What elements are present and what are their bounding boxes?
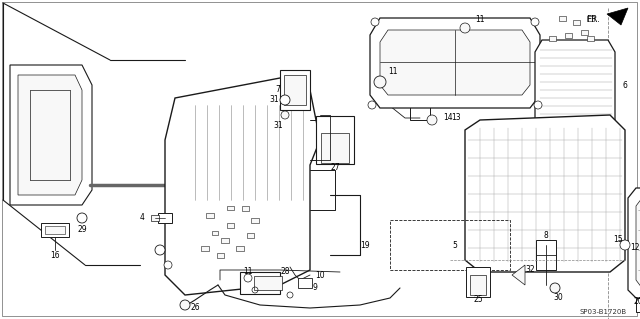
Circle shape xyxy=(550,283,560,293)
Text: 15: 15 xyxy=(613,235,623,244)
Bar xyxy=(466,267,490,297)
Bar xyxy=(390,220,510,270)
Bar xyxy=(151,215,159,221)
Text: 32: 32 xyxy=(525,265,535,275)
Bar xyxy=(298,278,312,288)
Polygon shape xyxy=(512,265,525,285)
Text: 11: 11 xyxy=(476,16,484,25)
Circle shape xyxy=(531,18,539,26)
Text: 19: 19 xyxy=(360,241,370,249)
Text: 8: 8 xyxy=(543,231,548,240)
Text: 27: 27 xyxy=(330,164,340,173)
Text: 11: 11 xyxy=(243,268,253,277)
Text: 7: 7 xyxy=(276,85,280,94)
Circle shape xyxy=(155,245,165,255)
Text: 26: 26 xyxy=(190,303,200,313)
Circle shape xyxy=(368,101,376,109)
Bar xyxy=(201,246,209,250)
Bar xyxy=(470,275,486,295)
Bar xyxy=(251,218,259,222)
Text: 11: 11 xyxy=(388,68,397,77)
Polygon shape xyxy=(535,40,615,130)
Bar xyxy=(580,29,588,34)
Text: 6: 6 xyxy=(623,80,627,90)
Text: 13: 13 xyxy=(451,114,461,122)
Bar xyxy=(316,116,354,164)
Polygon shape xyxy=(628,188,640,298)
Circle shape xyxy=(534,101,542,109)
Bar xyxy=(536,240,556,270)
Bar xyxy=(241,205,248,211)
Text: 31: 31 xyxy=(269,95,279,105)
Polygon shape xyxy=(18,75,82,195)
Text: 16: 16 xyxy=(50,250,60,259)
Polygon shape xyxy=(465,115,625,272)
Bar xyxy=(227,206,234,210)
Bar xyxy=(586,16,593,20)
Text: 31: 31 xyxy=(273,121,283,130)
Text: 12: 12 xyxy=(630,243,640,253)
Text: 5: 5 xyxy=(452,241,458,249)
Text: 14: 14 xyxy=(443,114,453,122)
Polygon shape xyxy=(165,78,320,295)
Text: 25: 25 xyxy=(473,295,483,305)
Bar xyxy=(548,35,556,41)
Text: 30: 30 xyxy=(553,293,563,302)
Bar xyxy=(240,272,280,294)
Circle shape xyxy=(620,240,630,250)
Text: FR.: FR. xyxy=(586,14,600,24)
Text: 20: 20 xyxy=(633,298,640,307)
Bar xyxy=(236,246,244,250)
Bar xyxy=(45,226,65,234)
Circle shape xyxy=(281,111,289,119)
Bar xyxy=(636,298,640,312)
Bar xyxy=(206,212,214,218)
Polygon shape xyxy=(370,18,540,108)
Text: 29: 29 xyxy=(77,226,87,234)
Bar xyxy=(254,276,282,290)
Bar xyxy=(559,16,566,20)
Circle shape xyxy=(460,23,470,33)
Text: 10: 10 xyxy=(315,271,325,279)
Bar xyxy=(227,222,234,227)
Bar xyxy=(41,223,69,237)
Bar xyxy=(158,213,172,223)
Bar xyxy=(573,19,579,25)
Bar xyxy=(221,238,229,242)
Circle shape xyxy=(427,115,437,125)
Bar xyxy=(586,35,593,41)
Polygon shape xyxy=(10,65,92,205)
Bar xyxy=(280,70,310,110)
Text: 28: 28 xyxy=(280,268,290,277)
Text: SP03-B1720B: SP03-B1720B xyxy=(580,309,627,315)
Bar xyxy=(284,75,306,105)
Polygon shape xyxy=(636,198,640,288)
Circle shape xyxy=(374,76,386,88)
Polygon shape xyxy=(607,8,628,25)
Polygon shape xyxy=(380,30,530,95)
Circle shape xyxy=(280,95,290,105)
Circle shape xyxy=(371,18,379,26)
Bar xyxy=(321,133,349,163)
Text: 9: 9 xyxy=(312,284,317,293)
Bar xyxy=(212,231,218,235)
Bar xyxy=(564,33,572,38)
Bar xyxy=(216,253,223,257)
Bar xyxy=(246,233,253,238)
Text: 4: 4 xyxy=(140,213,145,222)
Circle shape xyxy=(164,261,172,269)
Circle shape xyxy=(180,300,190,310)
Bar xyxy=(410,104,430,120)
Circle shape xyxy=(77,213,87,223)
